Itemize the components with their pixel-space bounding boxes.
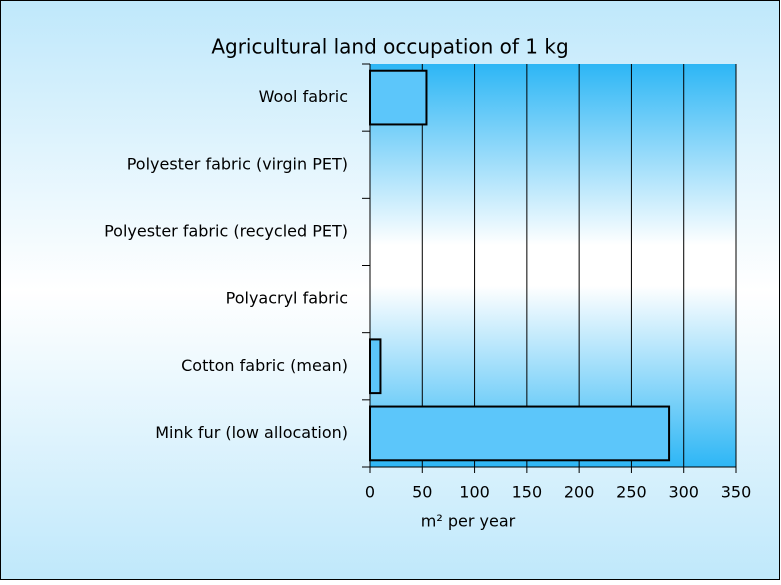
chart-title: Agricultural land occupation of 1 kg	[211, 35, 568, 59]
y-tick-label: Mink fur (low allocation)	[155, 423, 348, 442]
y-tick-label: Cotton fabric (mean)	[181, 356, 348, 375]
x-tick-label: 100	[459, 483, 490, 502]
x-tick-label: 300	[668, 483, 699, 502]
x-axis-label: m² per year	[421, 512, 516, 531]
y-tick-label: Wool fabric	[259, 87, 348, 106]
x-tick-label: 0	[365, 483, 375, 502]
x-tick-label: 50	[412, 483, 432, 502]
bar	[369, 338, 382, 395]
y-tick-label: Polyester fabric (virgin PET)	[127, 154, 348, 173]
plot-area	[370, 64, 736, 467]
y-tick-label: Polyester fabric (recycled PET)	[104, 221, 348, 240]
x-tick-label: 250	[616, 483, 647, 502]
x-tick-label: 200	[564, 483, 595, 502]
bar	[369, 69, 428, 126]
y-tick-label: Polyacryl fabric	[226, 289, 348, 308]
bar	[369, 405, 671, 462]
x-tick-label: 350	[721, 483, 752, 502]
x-tick-label: 150	[512, 483, 543, 502]
